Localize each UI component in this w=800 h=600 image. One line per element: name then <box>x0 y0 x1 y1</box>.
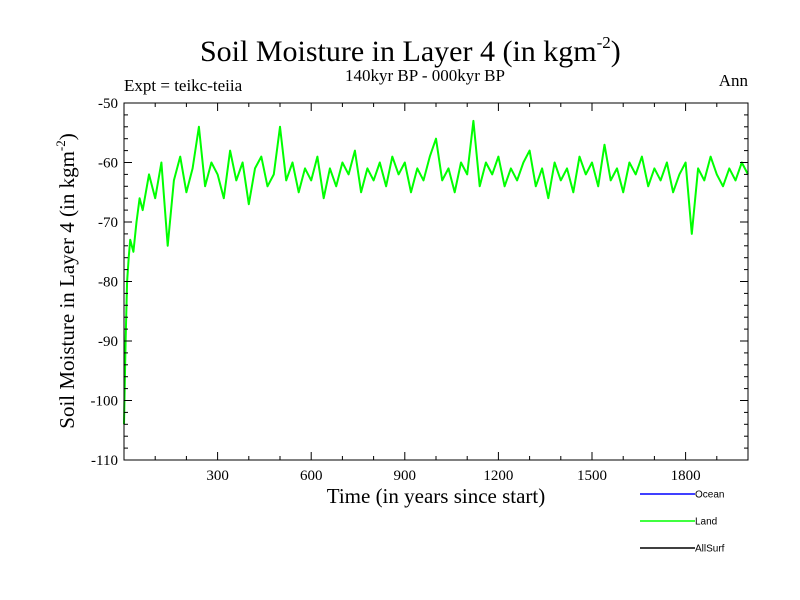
y-axis: -110 -100 -90 -80 -70 -60 -50 <box>91 96 748 469</box>
y-tick-label: -100 <box>91 394 119 410</box>
legend-label: Ocean <box>695 490 724 501</box>
y-tick-label: -70 <box>98 215 118 231</box>
y-tick-label: -110 <box>91 453 118 469</box>
chart-subtitle: 140kyr BP - 000kyr BP <box>345 66 505 85</box>
legend-label: AllSurf <box>695 544 725 555</box>
season-label: Ann <box>719 71 749 90</box>
y-tick-label: -60 <box>98 156 118 172</box>
chart-title: Soil Moisture in Layer 4 (in kgm-2) <box>200 33 621 68</box>
plot-frame <box>123 102 749 461</box>
y-tick-label: -80 <box>98 275 118 291</box>
y-tick-label: -50 <box>98 96 118 112</box>
x-tick-label: 1500 <box>577 468 607 484</box>
experiment-label: Expt = teikc-teiia <box>124 76 243 95</box>
plot-area <box>123 119 749 425</box>
y-tick-label: -90 <box>98 334 118 350</box>
x-tick-label: 600 <box>300 468 323 484</box>
x-tick-label: 300 <box>206 468 229 484</box>
x-axis: 300 600 900 1200 1500 1800 <box>154 103 718 484</box>
legend-label: Land <box>695 517 717 528</box>
series-line-land <box>123 119 749 425</box>
x-axis-label: Time (in years since start) <box>327 484 546 508</box>
x-tick-label: 1800 <box>671 468 701 484</box>
x-tick-label: 900 <box>394 468 417 484</box>
x-tick-label: 1200 <box>483 468 513 484</box>
y-axis-label: Soil Moisture in Layer 4 (in kgm-2) <box>53 133 79 428</box>
legend: Ocean Land AllSurf <box>640 490 725 555</box>
